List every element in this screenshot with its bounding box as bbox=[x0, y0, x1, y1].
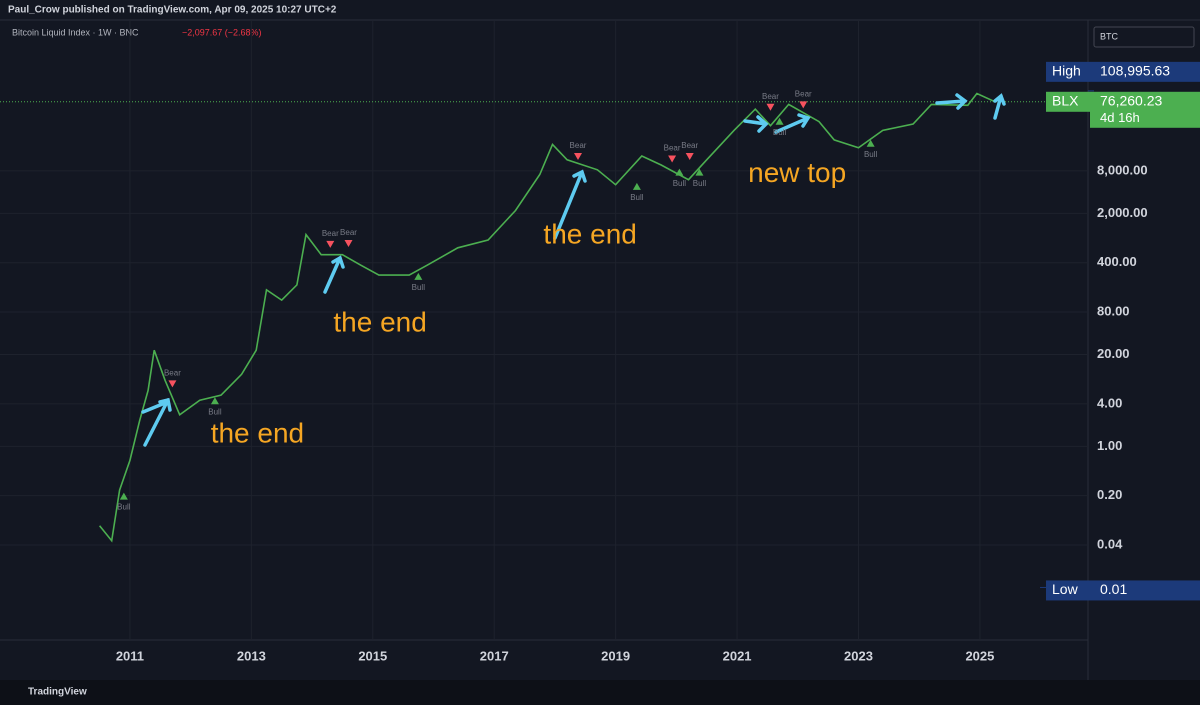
currency-box[interactable] bbox=[1093, 26, 1195, 48]
signal-marker bbox=[574, 153, 582, 161]
y-tick-label: 400.00 bbox=[1097, 254, 1137, 269]
last-countdown: 4d 16h bbox=[1100, 110, 1140, 125]
signal-label: Bear bbox=[795, 90, 812, 99]
signal-marker bbox=[210, 397, 219, 405]
signal-label: Bear bbox=[762, 92, 779, 101]
low-tag bbox=[1046, 580, 1090, 601]
x-tick-label: 2025 bbox=[965, 648, 994, 663]
signal-label: Bear bbox=[322, 229, 339, 238]
low-label: Low bbox=[1052, 581, 1079, 597]
signal-marker bbox=[766, 103, 775, 111]
x-tick-label: 2011 bbox=[116, 648, 144, 663]
signal-marker bbox=[326, 240, 335, 248]
signal-marker bbox=[675, 168, 684, 176]
y-tick-label: 80.00 bbox=[1097, 303, 1130, 318]
price-line bbox=[98, 92, 996, 543]
high-value: 108,995.63 bbox=[1100, 63, 1170, 79]
signal-marker bbox=[632, 182, 641, 190]
signal-label: Bull bbox=[412, 283, 426, 292]
x-tick-label: 2015 bbox=[358, 648, 387, 663]
signal-marker bbox=[414, 272, 423, 280]
last-tag bbox=[1046, 91, 1090, 112]
signal-marker bbox=[695, 168, 704, 176]
low-box bbox=[1090, 580, 1200, 601]
arrow bbox=[323, 255, 345, 294]
signal-marker bbox=[119, 492, 128, 500]
annotation: the end bbox=[211, 418, 304, 449]
last-label: BLX bbox=[1052, 92, 1079, 108]
signal-label: Bear bbox=[681, 141, 698, 150]
signal-label: Bull bbox=[673, 179, 687, 188]
signal-label: Bear bbox=[340, 228, 357, 237]
signal-label: Bull bbox=[864, 150, 878, 159]
symbol: Bitcoin Liquid Index · 1W · BNC bbox=[12, 27, 139, 37]
footer-bar bbox=[0, 680, 1200, 705]
signal-label: Bull bbox=[117, 503, 131, 512]
publisher: Paul_Crow published on TradingView.com, … bbox=[8, 5, 337, 16]
x-tick-label: 2019 bbox=[601, 648, 630, 663]
annotation: the end bbox=[333, 306, 426, 337]
y-tick-label: 2,000.00 bbox=[1097, 205, 1148, 220]
x-tick-label: 2021 bbox=[723, 648, 752, 663]
signal-label: Bull bbox=[693, 179, 707, 188]
arrow bbox=[141, 401, 167, 414]
signal-label: Bear bbox=[664, 144, 681, 153]
arrow bbox=[743, 115, 769, 133]
annotation: new top bbox=[748, 157, 846, 188]
arrow bbox=[143, 397, 172, 447]
signal-marker bbox=[668, 155, 677, 163]
annotation: the end bbox=[543, 218, 636, 249]
arrows bbox=[141, 93, 1006, 447]
signal-label: Bull bbox=[208, 407, 222, 416]
signal-marker bbox=[775, 117, 784, 125]
y-tick-label: 1.00 bbox=[1097, 438, 1122, 453]
footer-brand: TradingView bbox=[28, 687, 87, 698]
high-box bbox=[1090, 61, 1200, 82]
x-tick-label: 2023 bbox=[844, 648, 873, 663]
arrow bbox=[993, 93, 1006, 120]
x-tick-label: 2017 bbox=[480, 648, 509, 663]
y-tick-label: 0.04 bbox=[1097, 536, 1123, 551]
signal-label: Bull bbox=[630, 193, 644, 202]
signal-label: Bear bbox=[164, 368, 181, 377]
signal-marker bbox=[685, 153, 694, 161]
signal-marker bbox=[866, 139, 875, 147]
signal-label: Bull bbox=[773, 128, 787, 137]
y-tick-label: 20.00 bbox=[1097, 346, 1130, 361]
arrow bbox=[553, 169, 587, 240]
y-tick-label: 4.00 bbox=[1097, 395, 1122, 410]
last-box bbox=[1090, 91, 1200, 128]
currency[interactable]: BTC bbox=[1100, 31, 1119, 41]
low-value: 0.01 bbox=[1100, 581, 1127, 597]
y-tick-label: 8,000.00 bbox=[1097, 162, 1148, 177]
y-tick-label: 0.20 bbox=[1097, 487, 1122, 502]
change: −2,097.67 (−2.68%) bbox=[182, 27, 262, 37]
signal-label: Bear bbox=[570, 141, 587, 150]
high-tag bbox=[1046, 61, 1090, 82]
arrow bbox=[935, 93, 968, 110]
high-label: High bbox=[1052, 63, 1081, 79]
signal-marker bbox=[168, 380, 177, 388]
signal-marker bbox=[799, 101, 808, 109]
arrow bbox=[774, 113, 811, 134]
signal-marker bbox=[344, 240, 353, 248]
x-tick-label: 2013 bbox=[237, 648, 266, 663]
last-value: 76,260.23 bbox=[1100, 92, 1162, 108]
